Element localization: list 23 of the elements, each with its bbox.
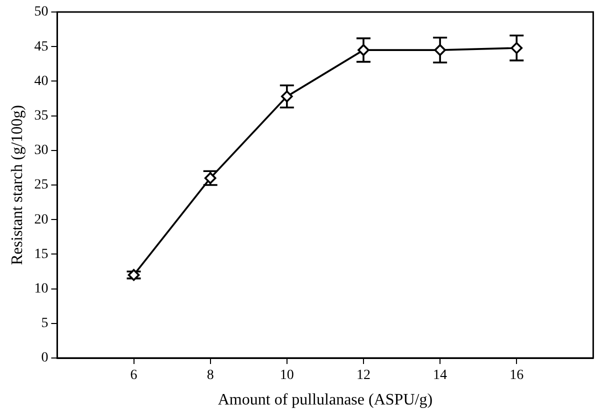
y-tick-label: 25 <box>34 178 48 193</box>
point <box>358 44 370 56</box>
x-tick-label: 16 <box>510 368 524 384</box>
y-tick-label: 10 <box>34 281 48 296</box>
y-tick-label: 20 <box>34 212 48 228</box>
x-tick-label: 8 <box>206 368 214 384</box>
x-tick-label: 6 <box>130 368 138 384</box>
point <box>434 44 446 56</box>
y-tick-label: 50 <box>34 4 48 20</box>
x-tick-label: 12 <box>356 368 370 384</box>
y-tick-label: 15 <box>34 246 48 262</box>
y-tick-label: 35 <box>34 108 48 124</box>
y-tick-label: 30 <box>34 143 48 158</box>
x-axis-title: Amount of pullulanase (ASPU/g) <box>218 392 433 409</box>
point <box>281 90 293 102</box>
point <box>510 42 523 54</box>
y-tick-label: 45 <box>34 39 48 54</box>
y-axis-title: Resistant starch (g/100g) <box>8 105 26 265</box>
y-tick-label: 0 <box>41 350 48 366</box>
y-tick-label: 5 <box>41 316 48 332</box>
y-tick-label: 40 <box>34 74 48 89</box>
x-tick-label: 14 <box>433 368 448 384</box>
x-tick-label: 10 <box>280 368 294 384</box>
